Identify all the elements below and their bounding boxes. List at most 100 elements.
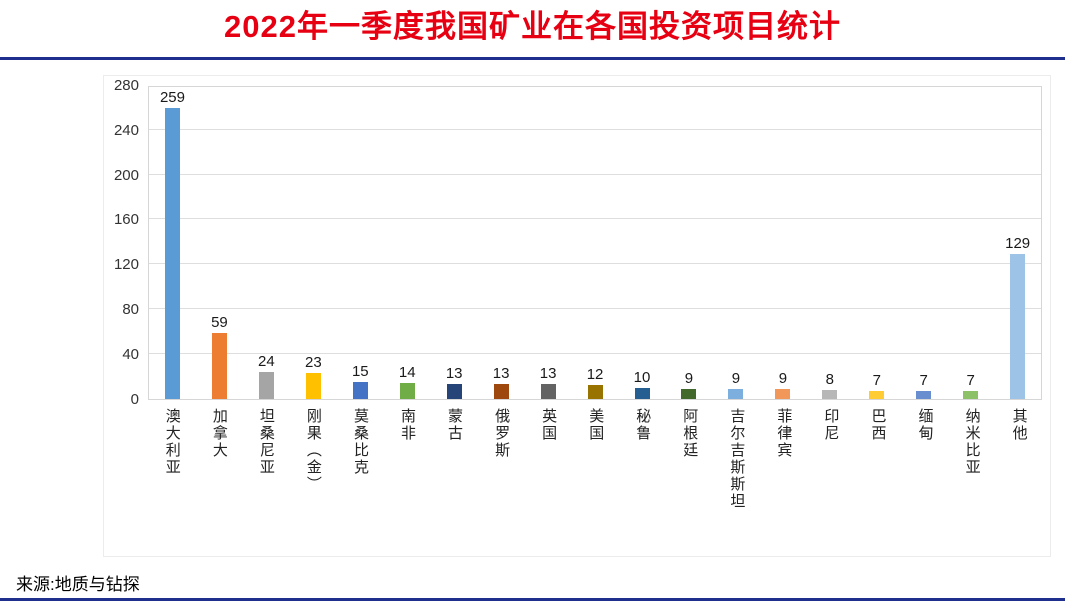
y-axis-tick-label: 240 [113, 121, 139, 139]
category-label-cell: 吉尔吉斯斯坦 [713, 400, 760, 552]
category-label: 菲律宾 [775, 407, 793, 459]
category-label: 俄罗斯 [493, 407, 511, 459]
title-divider [0, 56, 1065, 60]
bar [493, 384, 509, 399]
category-label-cell: 纳米比亚 [948, 400, 995, 552]
bar-column: 9 [665, 370, 712, 399]
bar [681, 388, 697, 399]
page-title: 2022年一季度我国矿业在各国投资项目统计 [224, 9, 841, 44]
bar-column: 24 [243, 353, 290, 399]
bar-column: 7 [947, 372, 994, 399]
category-label: 南非 [399, 407, 416, 442]
x-axis-labels: 澳大利亚 加拿大 坦桑尼亚 刚果（金） 莫桑比克 南非 蒙古 俄罗斯 英国 美国 秘鲁 阿根廷 吉尔吉斯… [148, 400, 1042, 552]
category-label-cell: 其他 [995, 400, 1042, 552]
bar [775, 388, 791, 399]
bar-column: 13 [525, 365, 572, 399]
bar-column: 9 [712, 370, 759, 399]
category-label-cell: 加拿大 [195, 400, 242, 552]
bar [164, 108, 180, 399]
bar [399, 383, 415, 399]
category-label: 巴西 [869, 407, 887, 442]
bar-value-label: 7 [872, 372, 881, 389]
bar [211, 332, 227, 399]
bar-value-label: 9 [684, 369, 694, 387]
category-label: 刚果（金） [304, 407, 322, 493]
bar-value-label: 7 [966, 372, 975, 389]
bar [1010, 254, 1026, 399]
category-label: 印尼 [822, 407, 840, 442]
category-label: 缅甸 [916, 407, 934, 442]
category-label: 阿根廷 [681, 407, 699, 459]
y-axis-tick-label: 200 [113, 166, 139, 184]
category-label-cell: 巴西 [854, 400, 901, 552]
bar-value-label: 13 [492, 365, 510, 383]
bar [540, 384, 556, 399]
bar-column: 7 [853, 372, 900, 399]
x-axis: 澳大利亚 加拿大 坦桑尼亚 刚果（金） 莫桑比克 南非 蒙古 俄罗斯 英国 美国 秘鲁 阿根廷 吉尔吉斯… [104, 400, 1046, 552]
category-label-cell: 坦桑尼亚 [242, 400, 289, 552]
y-axis-tick-label: 160 [113, 211, 139, 229]
plot-area: 259 59 24 23 15 14 13 13 13 12 10 9 9 9 8 7 7 7 129 [148, 85, 1042, 400]
category-label-cell: 菲律宾 [760, 400, 807, 552]
bar-column: 12 [572, 366, 619, 399]
y-axis-tick-label: 80 [122, 301, 139, 319]
bar-value-label: 13 [445, 365, 463, 383]
bar-value-label: 13 [539, 365, 557, 383]
bar-chart: 0 40 80 120 160 200 240 280 259 59 24 23 15 14 13 13 13… [103, 74, 1051, 557]
bar [728, 388, 744, 399]
bar [258, 371, 274, 399]
gridline [149, 218, 1041, 220]
bar-column: 14 [384, 364, 431, 399]
gridline [149, 308, 1041, 310]
bar-column: 13 [431, 365, 478, 399]
bar [446, 384, 462, 399]
bar [916, 391, 932, 399]
y-axis-tick-label: 40 [122, 346, 139, 363]
plot-row: 0 40 80 120 160 200 240 280 259 59 24 23 15 14 13 13 13… [104, 77, 1046, 408]
category-label-cell: 刚果（金） [289, 400, 336, 552]
bar-value-label: 23 [304, 354, 322, 372]
bar-value-label: 59 [211, 313, 228, 331]
bar [587, 385, 603, 399]
category-label-cell: 澳大利亚 [148, 400, 195, 552]
bar-value-label: 8 [825, 370, 834, 388]
bar-column: 15 [337, 363, 384, 399]
category-label-cell: 英国 [524, 400, 571, 552]
category-label: 莫桑比克 [351, 407, 369, 476]
bar-column: 9 [759, 370, 806, 399]
category-label-cell: 缅甸 [901, 400, 948, 552]
bar-column: 259 [149, 89, 196, 399]
bar-value-label: 7 [919, 372, 928, 389]
category-label: 英国 [540, 407, 558, 442]
category-label: 吉尔吉斯斯坦 [728, 407, 746, 510]
y-axis-tick-label: 120 [113, 256, 139, 274]
bar-value-label: 24 [258, 352, 275, 370]
category-label: 加拿大 [210, 407, 228, 459]
bar [352, 382, 368, 399]
y-axis: 0 40 80 120 160 200 240 280 [104, 77, 148, 408]
category-label-cell: 蒙古 [430, 400, 477, 552]
category-label: 蒙古 [446, 407, 464, 442]
bar-column: 59 [196, 314, 243, 399]
bar-value-label: 9 [731, 369, 741, 387]
bar-column: 23 [290, 354, 337, 399]
category-label-cell: 南非 [383, 400, 430, 552]
category-label-cell: 俄罗斯 [477, 400, 524, 552]
bar-column: 13 [478, 365, 525, 399]
category-label: 秘鲁 [634, 407, 652, 442]
bar-value-label: 15 [351, 363, 369, 381]
x-axis-spacer [104, 400, 148, 552]
bar-column: 7 [900, 372, 947, 399]
category-label: 澳大利亚 [163, 407, 181, 476]
bar [963, 391, 979, 399]
bar [822, 389, 838, 399]
bar-value-label: 9 [778, 369, 788, 387]
bars-container: 259 59 24 23 15 14 13 13 13 12 10 9 9 9 8 7 7 7 129 [149, 87, 1041, 399]
bar-value-label: 129 [1005, 235, 1031, 253]
bar [305, 373, 321, 399]
gridline [149, 128, 1041, 130]
category-label-cell: 莫桑比克 [336, 400, 383, 552]
bar-value-label: 14 [398, 364, 416, 382]
category-label-cell: 阿根廷 [666, 400, 713, 552]
